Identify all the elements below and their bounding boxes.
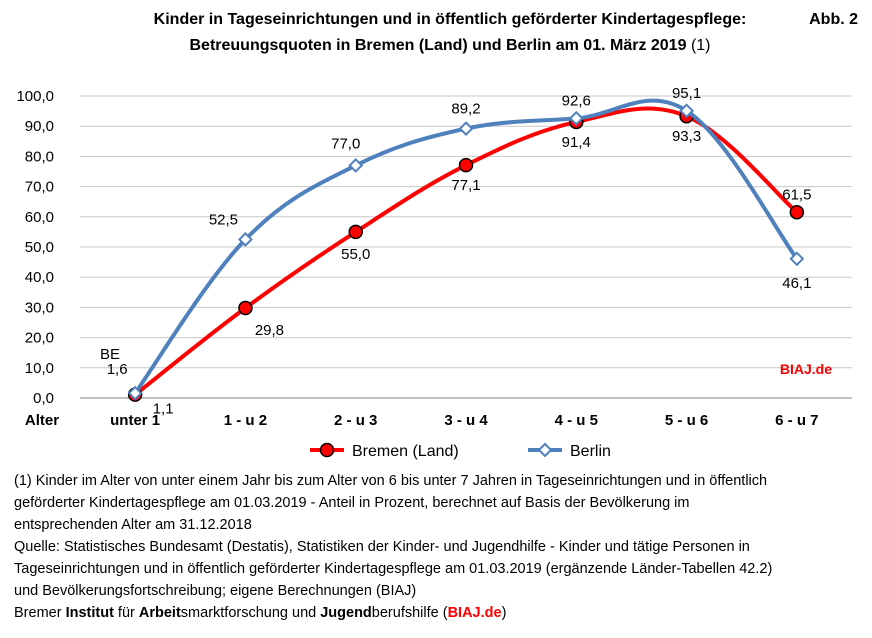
data-point-berlin: [679, 103, 694, 119]
y-tick-label: 10,0: [25, 360, 54, 377]
biaj-link[interactable]: BIAJ.de: [447, 605, 502, 621]
data-label-bremen: 1,1: [153, 401, 174, 418]
data-label-berlin: 77,0: [331, 135, 360, 152]
data-point-berlin: [348, 158, 364, 173]
x-tick-label: 3 - u 4: [444, 412, 488, 429]
data-label-bremen: 61,5: [782, 186, 811, 203]
legend: Bremen (Land) Berlin: [310, 442, 611, 460]
data-label-bremen: 77,1: [451, 177, 480, 194]
chart-title-footnote-ref: (1): [690, 37, 711, 54]
source-line: und Bevölkerungsfortschreibung; eigene B…: [14, 583, 417, 599]
footnote-line: (1) Kinder im Alter von unter einem Jahr…: [14, 473, 768, 489]
legend-label-berlin: Berlin: [570, 443, 611, 460]
x-tick-label: unter 1: [110, 412, 160, 429]
x-axis-ticks: unter 1 1 - u 2 2 - u 3 3 - u 4 4 - u 5 5 - u…: [110, 412, 818, 429]
x-tick-label: 2 - u 3: [334, 412, 377, 429]
legend-marker-bremen: [319, 442, 335, 458]
x-axis-label: Alter: [25, 412, 59, 429]
legend-marker-berlin: [537, 442, 553, 458]
y-tick-label: 90,0: [25, 118, 54, 135]
chart-title-line-2: Betreuungsquoten in Bremen (Land) und Be…: [100, 34, 800, 58]
y-tick-label: 40,0: [25, 269, 54, 286]
data-label-bremen: 29,8: [255, 322, 284, 339]
data-point-bremen: [458, 157, 474, 173]
footnote-block: (1) Kinder im Alter von unter einem Jahr…: [14, 470, 864, 624]
y-tick-label: 30,0: [25, 299, 54, 316]
data-label-berlin: 46,1: [782, 275, 811, 292]
data-point-bremen: [789, 205, 805, 220]
data-point-berlin: [568, 110, 584, 126]
source-line: Tageseinrichtungen und in öffentlich gef…: [14, 561, 773, 577]
x-tick-label: 4 - u 5: [555, 412, 598, 429]
credit-line: Bremer Institut für Arbeitsmarktforschun…: [14, 605, 507, 621]
x-tick-label: 6 - u 7: [775, 412, 818, 429]
figure-label: Abb. 2: [809, 11, 858, 28]
y-tick-label: 20,0: [25, 330, 54, 347]
chart-title-line-1: Kinder in Tageseinrichtungen und in öffe…: [153, 11, 747, 28]
data-label-bremen: 91,4: [562, 134, 591, 151]
data-label-berlin: 95,1: [672, 85, 701, 102]
data-point-berlin: [238, 232, 253, 247]
x-tick-label: 1 - u 2: [224, 412, 267, 429]
grid-lines: [80, 95, 852, 399]
data-labels: 1,1 29,8 55,0 77,1 91,4 93,3 61,5 1,6 52,5 77,0 89…: [107, 85, 812, 418]
data-point-berlin: [458, 121, 474, 137]
watermark-biaj: BIAJ.de: [780, 361, 832, 377]
y-tick-label: 80,0: [25, 148, 54, 165]
y-axis-ticks: 0,0 10,0 20,0 30,0 40,0 50,0 60,0 70,0 80,0 90,0 1…: [16, 88, 54, 407]
data-point-bremen: [348, 224, 363, 240]
y-tick-label: 0,0: [33, 390, 54, 407]
chart-title-line-2-text: Betreuungsquoten in Bremen (Land) und Be…: [189, 37, 687, 54]
footnote-line: geförderter Kindertagespflege am 01.03.2…: [14, 495, 690, 511]
legend-label-bremen: Bremen (Land): [352, 443, 459, 460]
data-label-berlin: 52,5: [209, 211, 238, 228]
line-chart: 0,0 10,0 20,0 30,0 40,0 50,0 60,0 70,0 80,0 90,0 1…: [16, 85, 852, 460]
footnote-line: entsprechenden Alter am 31.12.2018: [14, 517, 252, 533]
source-line: Quelle: Statistisches Bundesamt (Destati…: [14, 539, 750, 555]
y-tick-label: 50,0: [25, 239, 54, 256]
data-label-berlin: 92,6: [562, 92, 591, 109]
data-label-bremen: 55,0: [341, 246, 370, 263]
be-annotation: BE: [100, 346, 120, 363]
data-label-bremen: 93,3: [672, 128, 701, 145]
y-tick-label: 100,0: [16, 88, 54, 105]
y-tick-label: 60,0: [25, 209, 54, 226]
data-series: [127, 98, 805, 402]
data-point-bremen: [238, 300, 253, 316]
data-label-berlin: 89,2: [451, 101, 480, 118]
y-tick-label: 70,0: [25, 179, 54, 196]
data-label-berlin: 1,6: [107, 361, 128, 378]
data-point-berlin: [789, 251, 805, 267]
x-tick-label: 5 - u 6: [665, 412, 708, 429]
data-point-berlin: [127, 385, 143, 401]
